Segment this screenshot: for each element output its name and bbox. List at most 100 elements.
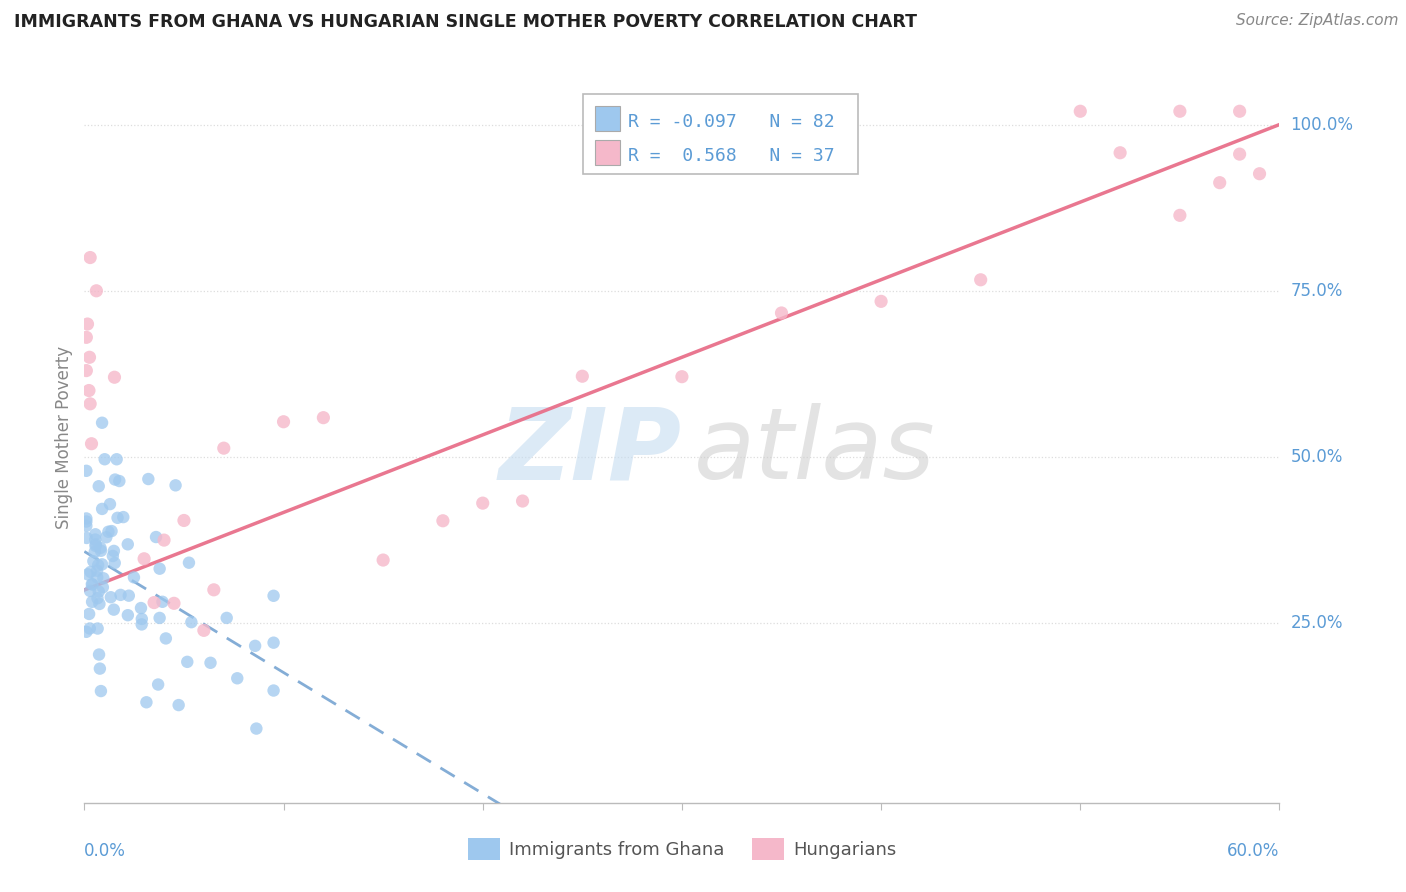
- Text: 75.0%: 75.0%: [1291, 282, 1343, 300]
- Point: [135, 695, 157, 709]
- Point: [79, 397, 101, 411]
- Point: [90, 543, 112, 558]
- Text: 50.0%: 50.0%: [1291, 448, 1343, 466]
- Point: [100, 524, 122, 538]
- Point: [212, 441, 235, 455]
- Point: [117, 608, 139, 623]
- Point: [103, 544, 125, 558]
- Y-axis label: Single Mother Poverty: Single Mother Poverty: [55, 345, 73, 529]
- Point: [90, 684, 112, 698]
- Point: [91, 502, 114, 516]
- Point: [1168, 208, 1191, 222]
- Text: 100.0%: 100.0%: [1291, 116, 1354, 134]
- Point: [87, 558, 110, 573]
- Point: [107, 511, 129, 525]
- Point: [89, 541, 111, 555]
- Point: [84, 539, 107, 553]
- Point: [263, 589, 285, 603]
- Point: [143, 596, 166, 610]
- Text: R =  0.568   N = 37: R = 0.568 N = 37: [628, 147, 835, 165]
- Point: [79, 251, 101, 265]
- Text: 60.0%: 60.0%: [1227, 842, 1279, 860]
- Point: [153, 533, 176, 547]
- Point: [76, 317, 98, 331]
- Point: [82, 577, 104, 591]
- Point: [75, 511, 97, 525]
- Point: [1168, 104, 1191, 119]
- Point: [75, 624, 97, 639]
- Point: [84, 533, 107, 547]
- Point: [101, 549, 124, 563]
- Point: [131, 612, 153, 626]
- Point: [200, 656, 222, 670]
- Text: ZIP: ZIP: [499, 403, 682, 500]
- Point: [571, 369, 593, 384]
- Point: [165, 478, 187, 492]
- Point: [79, 565, 101, 579]
- Point: [122, 570, 145, 584]
- Point: [83, 545, 105, 559]
- Point: [118, 589, 141, 603]
- Point: [87, 479, 110, 493]
- Text: 0.0%: 0.0%: [84, 842, 127, 860]
- Point: [76, 567, 98, 582]
- Point: [96, 530, 118, 544]
- Point: [149, 562, 172, 576]
- Point: [1109, 145, 1132, 160]
- Point: [432, 514, 454, 528]
- Point: [373, 553, 395, 567]
- Point: [87, 648, 110, 662]
- Point: [512, 494, 534, 508]
- Point: [1249, 167, 1271, 181]
- Point: [202, 582, 225, 597]
- Point: [91, 558, 114, 572]
- Text: R = -0.097   N = 82: R = -0.097 N = 82: [628, 113, 835, 131]
- Point: [152, 595, 174, 609]
- Point: [80, 577, 103, 591]
- Legend: Immigrants from Ghana, Hungarians: Immigrants from Ghana, Hungarians: [460, 830, 904, 867]
- Point: [138, 472, 160, 486]
- Point: [245, 722, 267, 736]
- Point: [1229, 104, 1251, 119]
- Point: [176, 655, 198, 669]
- Point: [273, 415, 295, 429]
- Point: [312, 410, 335, 425]
- Point: [870, 294, 893, 309]
- Point: [89, 597, 111, 611]
- Point: [132, 551, 156, 566]
- Point: [163, 596, 186, 610]
- Point: [76, 531, 98, 545]
- Point: [93, 452, 115, 467]
- Point: [215, 611, 238, 625]
- Point: [93, 571, 115, 585]
- Point: [98, 497, 121, 511]
- Point: [79, 351, 101, 365]
- Text: Source: ZipAtlas.com: Source: ZipAtlas.com: [1236, 13, 1399, 29]
- Point: [103, 370, 125, 384]
- Point: [79, 584, 101, 599]
- Point: [75, 464, 97, 478]
- Point: [131, 617, 153, 632]
- Point: [79, 622, 101, 636]
- Point: [177, 556, 200, 570]
- Point: [86, 564, 108, 578]
- Point: [263, 635, 285, 649]
- Point: [471, 496, 494, 510]
- Point: [91, 416, 114, 430]
- Text: IMMIGRANTS FROM GHANA VS HUNGARIAN SINGLE MOTHER POVERTY CORRELATION CHART: IMMIGRANTS FROM GHANA VS HUNGARIAN SINGL…: [14, 13, 917, 31]
- Point: [87, 584, 110, 599]
- Point: [75, 515, 97, 529]
- Point: [1229, 147, 1251, 161]
- Point: [86, 284, 108, 298]
- Text: 25.0%: 25.0%: [1291, 615, 1343, 632]
- Point: [97, 524, 120, 539]
- Point: [671, 369, 693, 384]
- Point: [145, 530, 167, 544]
- Point: [75, 330, 97, 344]
- Point: [100, 591, 122, 605]
- Point: [112, 510, 135, 524]
- Point: [86, 570, 108, 584]
- Point: [77, 607, 100, 621]
- Point: [84, 527, 107, 541]
- Point: [84, 537, 107, 551]
